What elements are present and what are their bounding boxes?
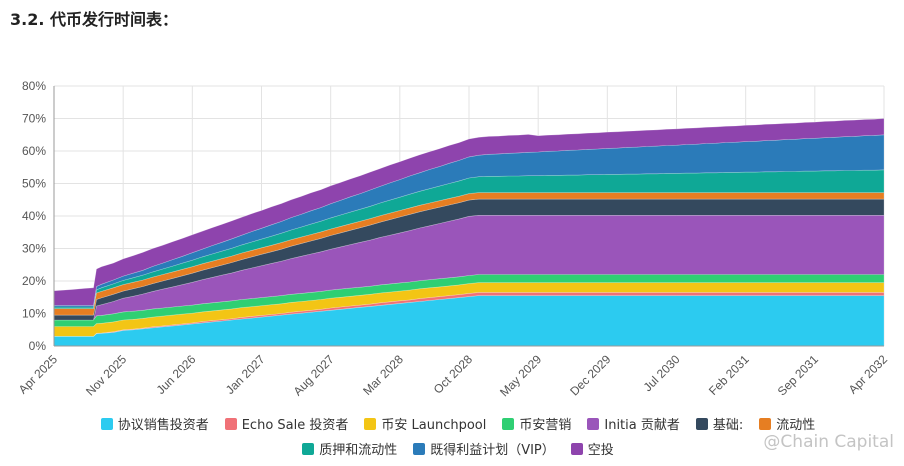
legend-item[interactable]: Echo Sale 投资者 <box>224 414 349 433</box>
x-tick-label: Jan 2027 <box>223 352 268 397</box>
section-heading: 3.2. 代币发行时间表： <box>10 10 178 29</box>
legend-swatch <box>364 417 377 430</box>
legend-label: Initia 贡献者 <box>604 418 680 433</box>
y-tick-label: 70% <box>22 112 46 126</box>
legend-label: Echo Sale 投资者 <box>241 418 349 433</box>
x-tick-label: Apr 2025 <box>16 352 61 397</box>
x-tick-label: Jul 2030 <box>641 352 683 394</box>
x-tick-label: Feb 2031 <box>706 352 752 398</box>
legend-swatch <box>502 417 515 430</box>
x-tick-label: May 2029 <box>497 352 544 399</box>
legend-swatch <box>587 417 600 430</box>
y-tick-label: 60% <box>22 144 46 158</box>
legend-label: 协议销售投资者 <box>117 418 209 433</box>
legend-label: 币安营销 <box>519 418 572 433</box>
y-axis-ticks: 0% 10% 20% 30% 40% 50% 60% 70% 80% <box>22 79 46 353</box>
x-tick-label: Mar 2028 <box>360 352 406 398</box>
y-tick-label: 10% <box>22 307 46 321</box>
y-tick-label: 40% <box>22 209 46 223</box>
y-tick-label: 80% <box>22 79 46 93</box>
legend-swatch <box>695 417 708 430</box>
x-tick-label: Aug 2027 <box>291 352 337 398</box>
series-area <box>53 118 885 306</box>
x-tick-label: Apr 2032 <box>846 352 891 397</box>
legend-item[interactable]: 空投 <box>570 439 614 458</box>
legend-item[interactable]: 流动性 <box>759 414 815 433</box>
y-tick-label: 30% <box>22 242 46 256</box>
series-area <box>53 169 885 309</box>
x-tick-label: Oct 2028 <box>431 352 476 397</box>
chart-legend: 协议销售投资者 Echo Sale 投资者 币安 Launchpool 币安营销 Ini… <box>48 414 868 458</box>
watermark: @Chain Capital <box>763 432 894 452</box>
legend-item[interactable]: 币安 Launchpool <box>364 414 486 433</box>
legend-swatch <box>224 417 237 430</box>
legend-item[interactable]: 协议销售投资者 <box>100 414 209 433</box>
x-tick-label: Nov 2025 <box>83 352 129 398</box>
legend-swatch <box>413 442 426 455</box>
chart-areas <box>53 118 885 347</box>
x-tick-label: Jun 2026 <box>154 352 199 397</box>
legend-swatch <box>570 442 583 455</box>
legend-item[interactable]: 币安营销 <box>502 414 571 433</box>
legend-swatch <box>302 442 315 455</box>
x-tick-label: Sep 2031 <box>775 352 821 398</box>
legend-label: 既得利益计划（VIP） <box>430 443 555 458</box>
legend-item[interactable]: Initia 贡献者 <box>587 414 680 433</box>
x-axis-ticks: Apr 2025 Nov 2025 Jun 2026 Jan 2027 Aug 2027… <box>16 352 891 399</box>
stacked-area-chart: 0% 10% 20% 30% 40% 50% 60% 70% 80% Apr 2025 Nov 2… <box>16 79 891 399</box>
y-tick-label: 20% <box>22 274 46 288</box>
y-tick-label: 50% <box>22 177 46 191</box>
legend-swatch <box>100 417 113 430</box>
legend-item[interactable]: 既得利益计划（VIP） <box>413 439 555 458</box>
legend-label: 币安 Launchpool <box>381 418 487 433</box>
legend-label: 质押和流动性 <box>319 443 398 458</box>
legend-label: 基础: <box>712 418 744 433</box>
legend-swatch <box>759 417 772 430</box>
legend-label: 空投 <box>587 443 614 458</box>
legend-item[interactable]: 基础: <box>695 414 744 433</box>
legend-item[interactable]: 质押和流动性 <box>302 439 397 458</box>
x-tick-label: Dec 2029 <box>567 352 613 398</box>
legend-label: 流动性 <box>776 418 816 433</box>
chart-axes <box>53 86 884 347</box>
y-tick-label: 0% <box>29 339 47 353</box>
